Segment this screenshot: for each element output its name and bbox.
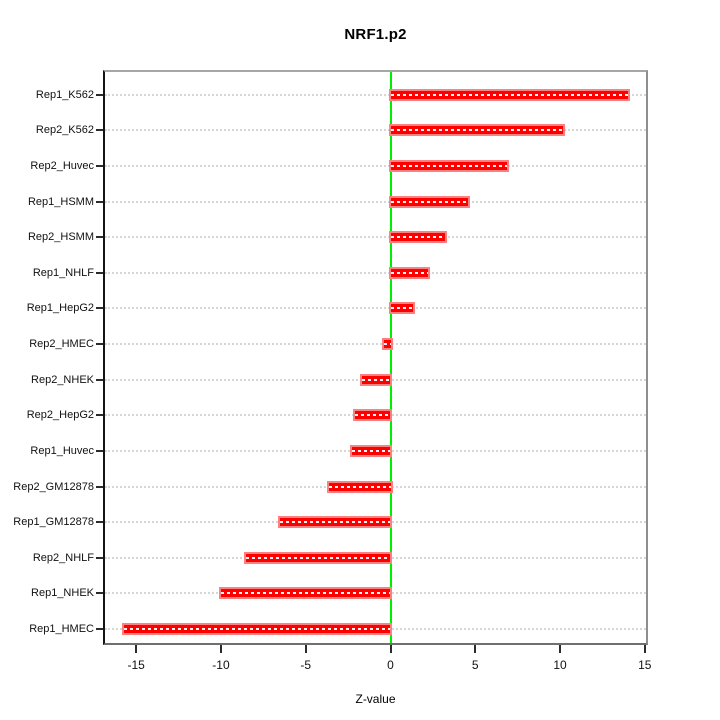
bar-Rep2_NHEK (359, 373, 393, 386)
y-axis-tick (96, 129, 103, 132)
bar-center-dashes (390, 164, 508, 167)
y-axis-label-Rep1_HepG2: Rep1_HepG2 (26, 302, 94, 315)
gridline (105, 200, 646, 203)
bar-center-dashes (351, 449, 391, 452)
x-axis-tick-label: 0 (387, 658, 394, 672)
bar-Rep2_HSMM (388, 231, 447, 244)
bar-center-dashes (390, 200, 469, 203)
y-axis-tick (96, 236, 103, 239)
y-axis-tick (96, 93, 103, 96)
y-axis-label-Rep2_NHEK: Rep2_NHEK (31, 373, 94, 386)
bar-Rep1_NHLF (388, 266, 430, 279)
gridline (105, 129, 646, 132)
bar-center-dashes (390, 271, 428, 274)
y-axis-tick (96, 378, 103, 381)
y-axis-label-Rep1_HSMM: Rep1_HSMM (27, 195, 94, 208)
bar-Rep1_HMEC (122, 623, 393, 635)
bar-center-dashes (390, 236, 445, 239)
y-axis-label-Rep1_GM12878: Rep1_GM12878 (13, 516, 94, 529)
y-axis-tick (96, 449, 103, 452)
y-axis-label-Rep1_Huvec: Rep1_Huvec (30, 444, 94, 457)
bar-Rep2_K562 (388, 124, 566, 137)
bar-Rep1_K562 (388, 88, 630, 101)
y-axis-label-Rep1_K562: Rep1_K562 (35, 88, 94, 101)
gridline (105, 343, 646, 346)
bar-Rep1_HSMM (388, 195, 471, 208)
bar-Rep2_Huvec (388, 159, 510, 172)
y-axis-label-Rep2_HSMM: Rep2_HSMM (27, 231, 94, 244)
y-axis-label-Rep2_HepG2: Rep2_HepG2 (26, 409, 94, 422)
bar-center-dashes (280, 521, 391, 524)
x-axis-tick-label: -10 (212, 658, 230, 672)
x-axis-tick (559, 645, 562, 653)
bar-Rep2_HMEC (381, 338, 393, 351)
bar-center-dashes (390, 129, 564, 132)
y-axis-tick (96, 164, 103, 167)
y-axis-label-Rep2_NHLF: Rep2_NHLF (32, 551, 94, 564)
y-axis-tick (96, 307, 103, 310)
bar-center-dashes (246, 556, 391, 559)
y-axis-tick (96, 200, 103, 203)
x-axis-title: Z-value (355, 692, 396, 706)
y-axis-tick (96, 628, 103, 630)
bar-center-dashes (329, 485, 391, 488)
bar-Rep2_HepG2 (352, 409, 393, 422)
x-axis-tick (389, 645, 392, 653)
y-axis-label-Rep1_NHEK: Rep1_NHEK (31, 587, 94, 600)
bar-center-dashes (124, 628, 391, 630)
gridline (105, 307, 646, 310)
y-axis-tick (96, 521, 103, 524)
bar-Rep1_GM12878 (278, 516, 393, 529)
x-axis-tick-label: 15 (638, 658, 652, 672)
x-axis-tick-label: -5 (300, 658, 312, 672)
bar-center-dashes (390, 93, 628, 96)
x-axis-tick (219, 645, 222, 653)
y-axis-tick (96, 556, 103, 559)
y-axis-label-Rep2_K562: Rep2_K562 (35, 124, 94, 137)
y-axis-label-Rep1_HMEC: Rep1_HMEC (29, 623, 94, 635)
gridline (105, 271, 646, 274)
y-axis-tick (96, 271, 103, 274)
y-axis-tick (96, 592, 103, 595)
y-axis-label-Rep2_GM12878: Rep2_GM12878 (13, 480, 94, 493)
x-axis-tick-label: 10 (553, 658, 567, 672)
zero-reference-line (389, 72, 392, 643)
bar-Rep1_NHEK (218, 587, 393, 600)
chart-title: NRF1.p2 (344, 26, 407, 43)
x-axis-tick-label: 5 (471, 658, 479, 672)
bar-center-dashes (390, 307, 413, 310)
x-axis-tick (474, 645, 477, 653)
bar-center-dashes (383, 343, 391, 346)
bar-Rep2_NHLF (244, 551, 393, 564)
y-axis-label-Rep2_HMEC: Rep2_HMEC (29, 338, 94, 351)
bar-center-dashes (361, 378, 391, 381)
gridline (105, 236, 646, 239)
x-axis-tick (135, 645, 138, 653)
y-axis-tick (96, 343, 103, 346)
bar-Rep1_HepG2 (388, 302, 415, 315)
y-axis-label-Rep2_Huvec: Rep2_Huvec (30, 159, 94, 172)
gridline (105, 93, 646, 96)
x-axis-tick-label: -15 (127, 658, 145, 672)
gridline (105, 164, 646, 167)
x-axis-tick (643, 645, 646, 653)
y-axis-tick (96, 414, 103, 417)
y-axis-tick (96, 485, 103, 488)
bar-Rep1_Huvec (349, 444, 393, 457)
bar-Rep2_GM12878 (327, 480, 393, 493)
bar-center-dashes (354, 414, 391, 417)
bar-center-dashes (220, 592, 391, 595)
plot-panel (103, 70, 648, 645)
y-axis-label-Rep1_NHLF: Rep1_NHLF (32, 266, 94, 279)
x-axis-tick (304, 645, 307, 653)
